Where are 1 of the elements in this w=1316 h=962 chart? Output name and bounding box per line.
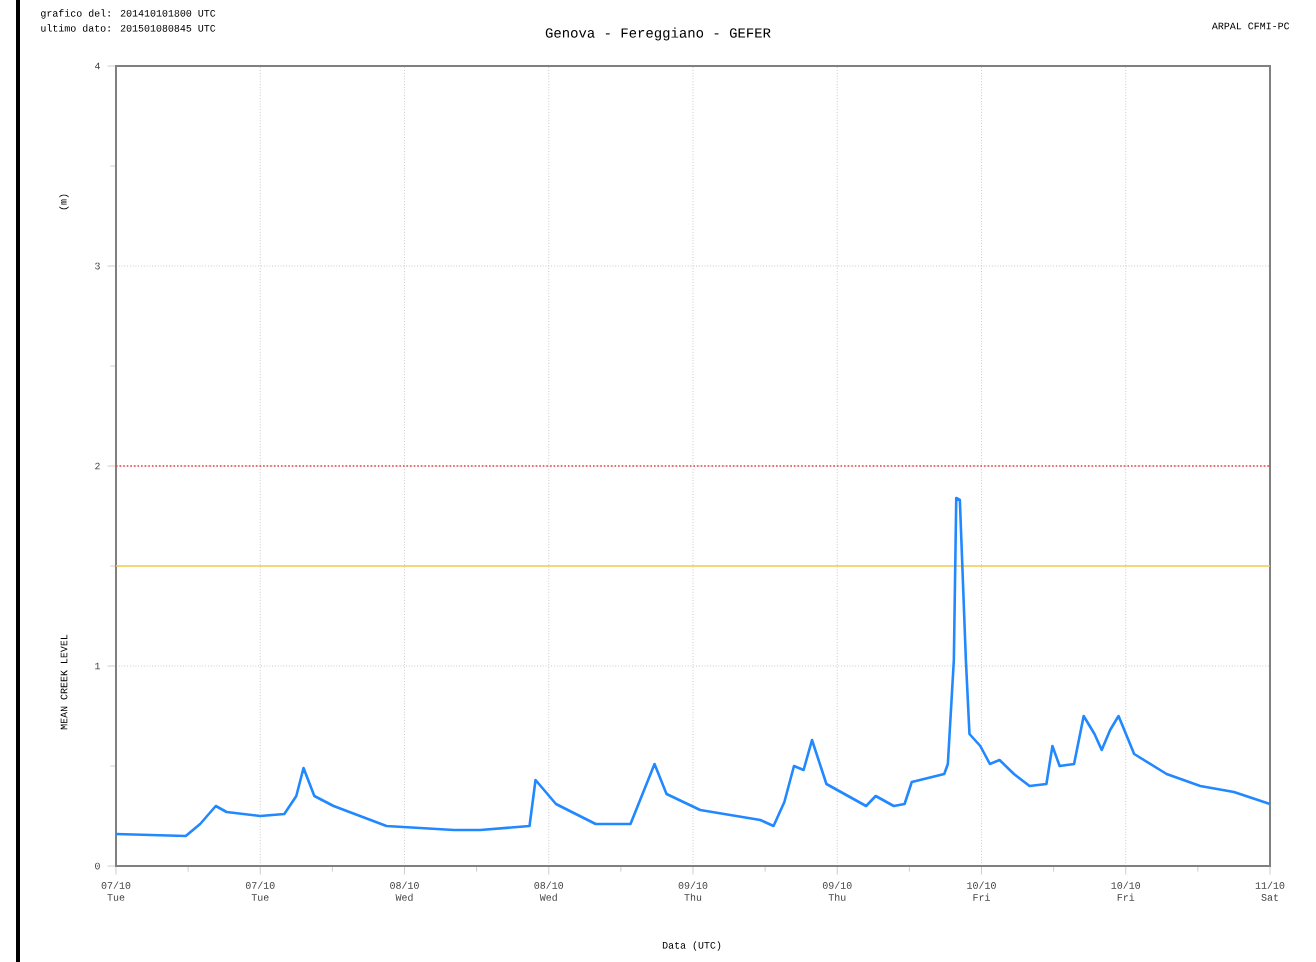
line-series bbox=[114, 496, 1272, 838]
